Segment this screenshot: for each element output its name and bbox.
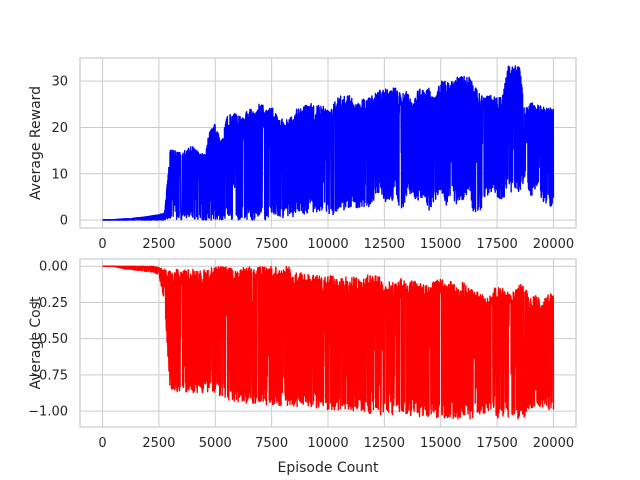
cost-ytick-label-2: −0.50 <box>28 332 68 347</box>
reward-xtick-label-3: 7500 <box>255 237 288 252</box>
reward-ytick-label-0: 0 <box>60 214 68 229</box>
cost-xtick-label-1: 2500 <box>142 436 175 451</box>
cost-xtick-label-0: 0 <box>98 436 106 451</box>
reward-subplot: 0 2500 5000 7500 10000 12500 15000 17500 20000 0 1… <box>28 57 577 252</box>
cost-xtick-label-7: 17500 <box>476 436 517 451</box>
cost-xtick-label-2: 5000 <box>199 436 232 451</box>
reward-xtick-label-8: 20000 <box>533 237 574 252</box>
reward-xtick-label-2: 5000 <box>199 237 232 252</box>
reward-xtick-label-1: 2500 <box>142 237 175 252</box>
cost-series-line-0 <box>102 265 555 420</box>
reward-xtick-label-5: 12500 <box>364 237 405 252</box>
cost-ytick-label-3: −0.75 <box>28 368 68 383</box>
reward-xtick-label-7: 17500 <box>476 237 517 252</box>
reward-ylabel: Average Reward <box>28 86 44 200</box>
cost-subplot: 0 2500 5000 7500 10000 12500 15000 17500 20000 0.… <box>28 258 577 476</box>
cost-xtick-label-6: 15000 <box>420 436 461 451</box>
cost-ytick-label-1: −0.25 <box>28 296 68 311</box>
cost-xtick-label-8: 20000 <box>533 436 574 451</box>
cost-ytick-label-0: 0.00 <box>39 260 68 275</box>
reward-ytick-label-2: 20 <box>51 121 68 136</box>
reward-ytick-label-1: 10 <box>51 167 68 182</box>
reward-xtick-label-4: 10000 <box>307 237 348 252</box>
cost-xlabel: Episode Count <box>277 460 379 476</box>
reward-ytick-label-3: 30 <box>51 75 68 90</box>
reward-axes-frame <box>79 57 577 229</box>
cost-xtick-label-5: 12500 <box>364 436 405 451</box>
cost-ytick-label-4: −1.00 <box>28 405 68 420</box>
reward-xtick-label-6: 15000 <box>420 237 461 252</box>
reward-xtick-label-0: 0 <box>98 237 106 252</box>
cost-axes-frame <box>79 258 577 428</box>
cost-xtick-label-4: 10000 <box>307 436 348 451</box>
reward-series-line-0 <box>102 65 555 221</box>
cost-ylabel: Average Cost <box>28 296 44 390</box>
cost-xtick-label-3: 7500 <box>255 436 288 451</box>
